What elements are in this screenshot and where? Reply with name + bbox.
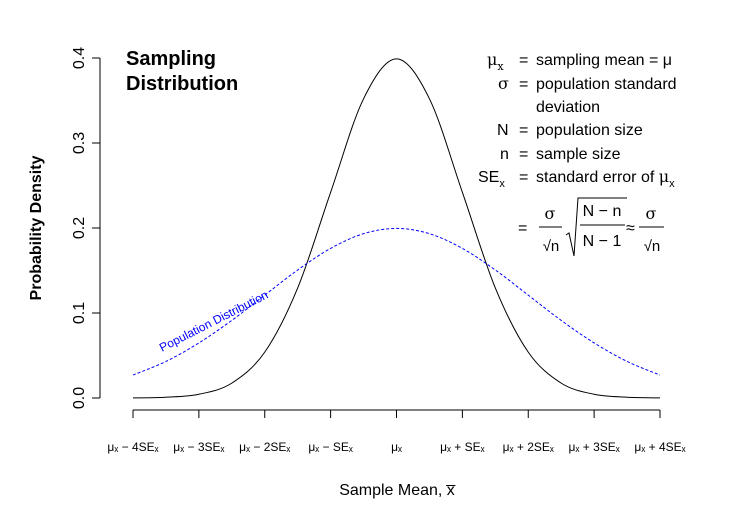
x-tick-label: μₓ − 3SEₓ xyxy=(173,440,224,454)
formula-sqrt-numerator: N − n xyxy=(583,203,622,220)
y-axis-label: Probability Density xyxy=(28,155,45,300)
x-tick-label: μₓ + 3SEₓ xyxy=(569,440,620,454)
sampling-distribution-curve xyxy=(132,58,661,399)
y-tick-label: 0.3 xyxy=(71,132,88,154)
formula-sigma-2: σ xyxy=(646,204,657,223)
formula-sigma-1: σ xyxy=(545,204,556,223)
x-tick-label: μₓ − SEₓ xyxy=(308,440,353,454)
x-tick-label: μₓ − 2SEₓ xyxy=(239,440,290,454)
y-ticks: 0.0 0.1 0.2 0.3 0.4 xyxy=(71,47,100,409)
legend-row5-text: standard error of μx xyxy=(536,167,675,190)
chart-title-line2: Distribution xyxy=(126,73,238,95)
population-distribution-curve xyxy=(132,227,661,376)
y-tick-label: 0.0 xyxy=(71,387,88,409)
legend-sigma-symbol: σ xyxy=(498,74,509,93)
standard-error-formula: = σ √n N − n N − 1 ≈ σ √n xyxy=(518,197,664,257)
x-tick-label: μₓ xyxy=(391,440,402,454)
formula-sqrt-denominator: N − 1 xyxy=(583,233,622,250)
formula-sqrt-n-1: √n xyxy=(543,238,560,255)
x-ticks: μₓ − 4SEₓ μₓ − 3SEₓ μₓ − 2SEₓ μₓ − SEₓ μₓ μₓ … xyxy=(107,410,686,454)
legend-mu-symbol: μx xyxy=(487,50,504,73)
legend-eq-1: = xyxy=(519,52,528,69)
x-axis-label: Sample Mean, x̅ xyxy=(339,482,456,499)
legend-eq-4: = xyxy=(519,146,528,163)
legend-eq-3: = xyxy=(519,122,528,139)
formula-eq: = xyxy=(518,220,527,237)
x-tick-label: μₓ − 4SEₓ xyxy=(107,440,158,454)
y-tick-label: 0.1 xyxy=(71,302,88,324)
y-tick-label: 0.2 xyxy=(71,217,88,239)
chart-title-line1: Sampling xyxy=(126,48,216,70)
definitions-legend: μx = sampling mean = μ σ = population st… xyxy=(478,50,677,257)
legend-N-symbol: N xyxy=(497,122,509,139)
x-tick-label: μₓ + SEₓ xyxy=(440,440,485,454)
legend-row2-text-b: deviation xyxy=(536,99,600,116)
legend-n-symbol: n xyxy=(500,146,509,163)
legend-SE-symbol: SEx xyxy=(478,169,505,190)
formula-sqrt-n-2: √n xyxy=(644,238,661,255)
legend-row2-text-a: population standard xyxy=(536,76,677,93)
y-tick-label: 0.4 xyxy=(71,47,88,69)
formula-approx: ≈ xyxy=(626,220,635,237)
legend-eq-5: = xyxy=(519,169,528,186)
legend-row4-text: sample size xyxy=(536,146,621,163)
legend-eq-2: = xyxy=(519,76,528,93)
formula-sqrt-sign xyxy=(565,197,627,257)
population-distribution-label: Population Distribution xyxy=(157,288,270,355)
legend-row1-text: sampling mean = μ xyxy=(536,52,672,69)
legend-row3-text: population size xyxy=(536,122,643,139)
x-tick-label: μₓ + 2SEₓ xyxy=(503,440,554,454)
x-tick-label: μₓ + 4SEₓ xyxy=(634,440,685,454)
